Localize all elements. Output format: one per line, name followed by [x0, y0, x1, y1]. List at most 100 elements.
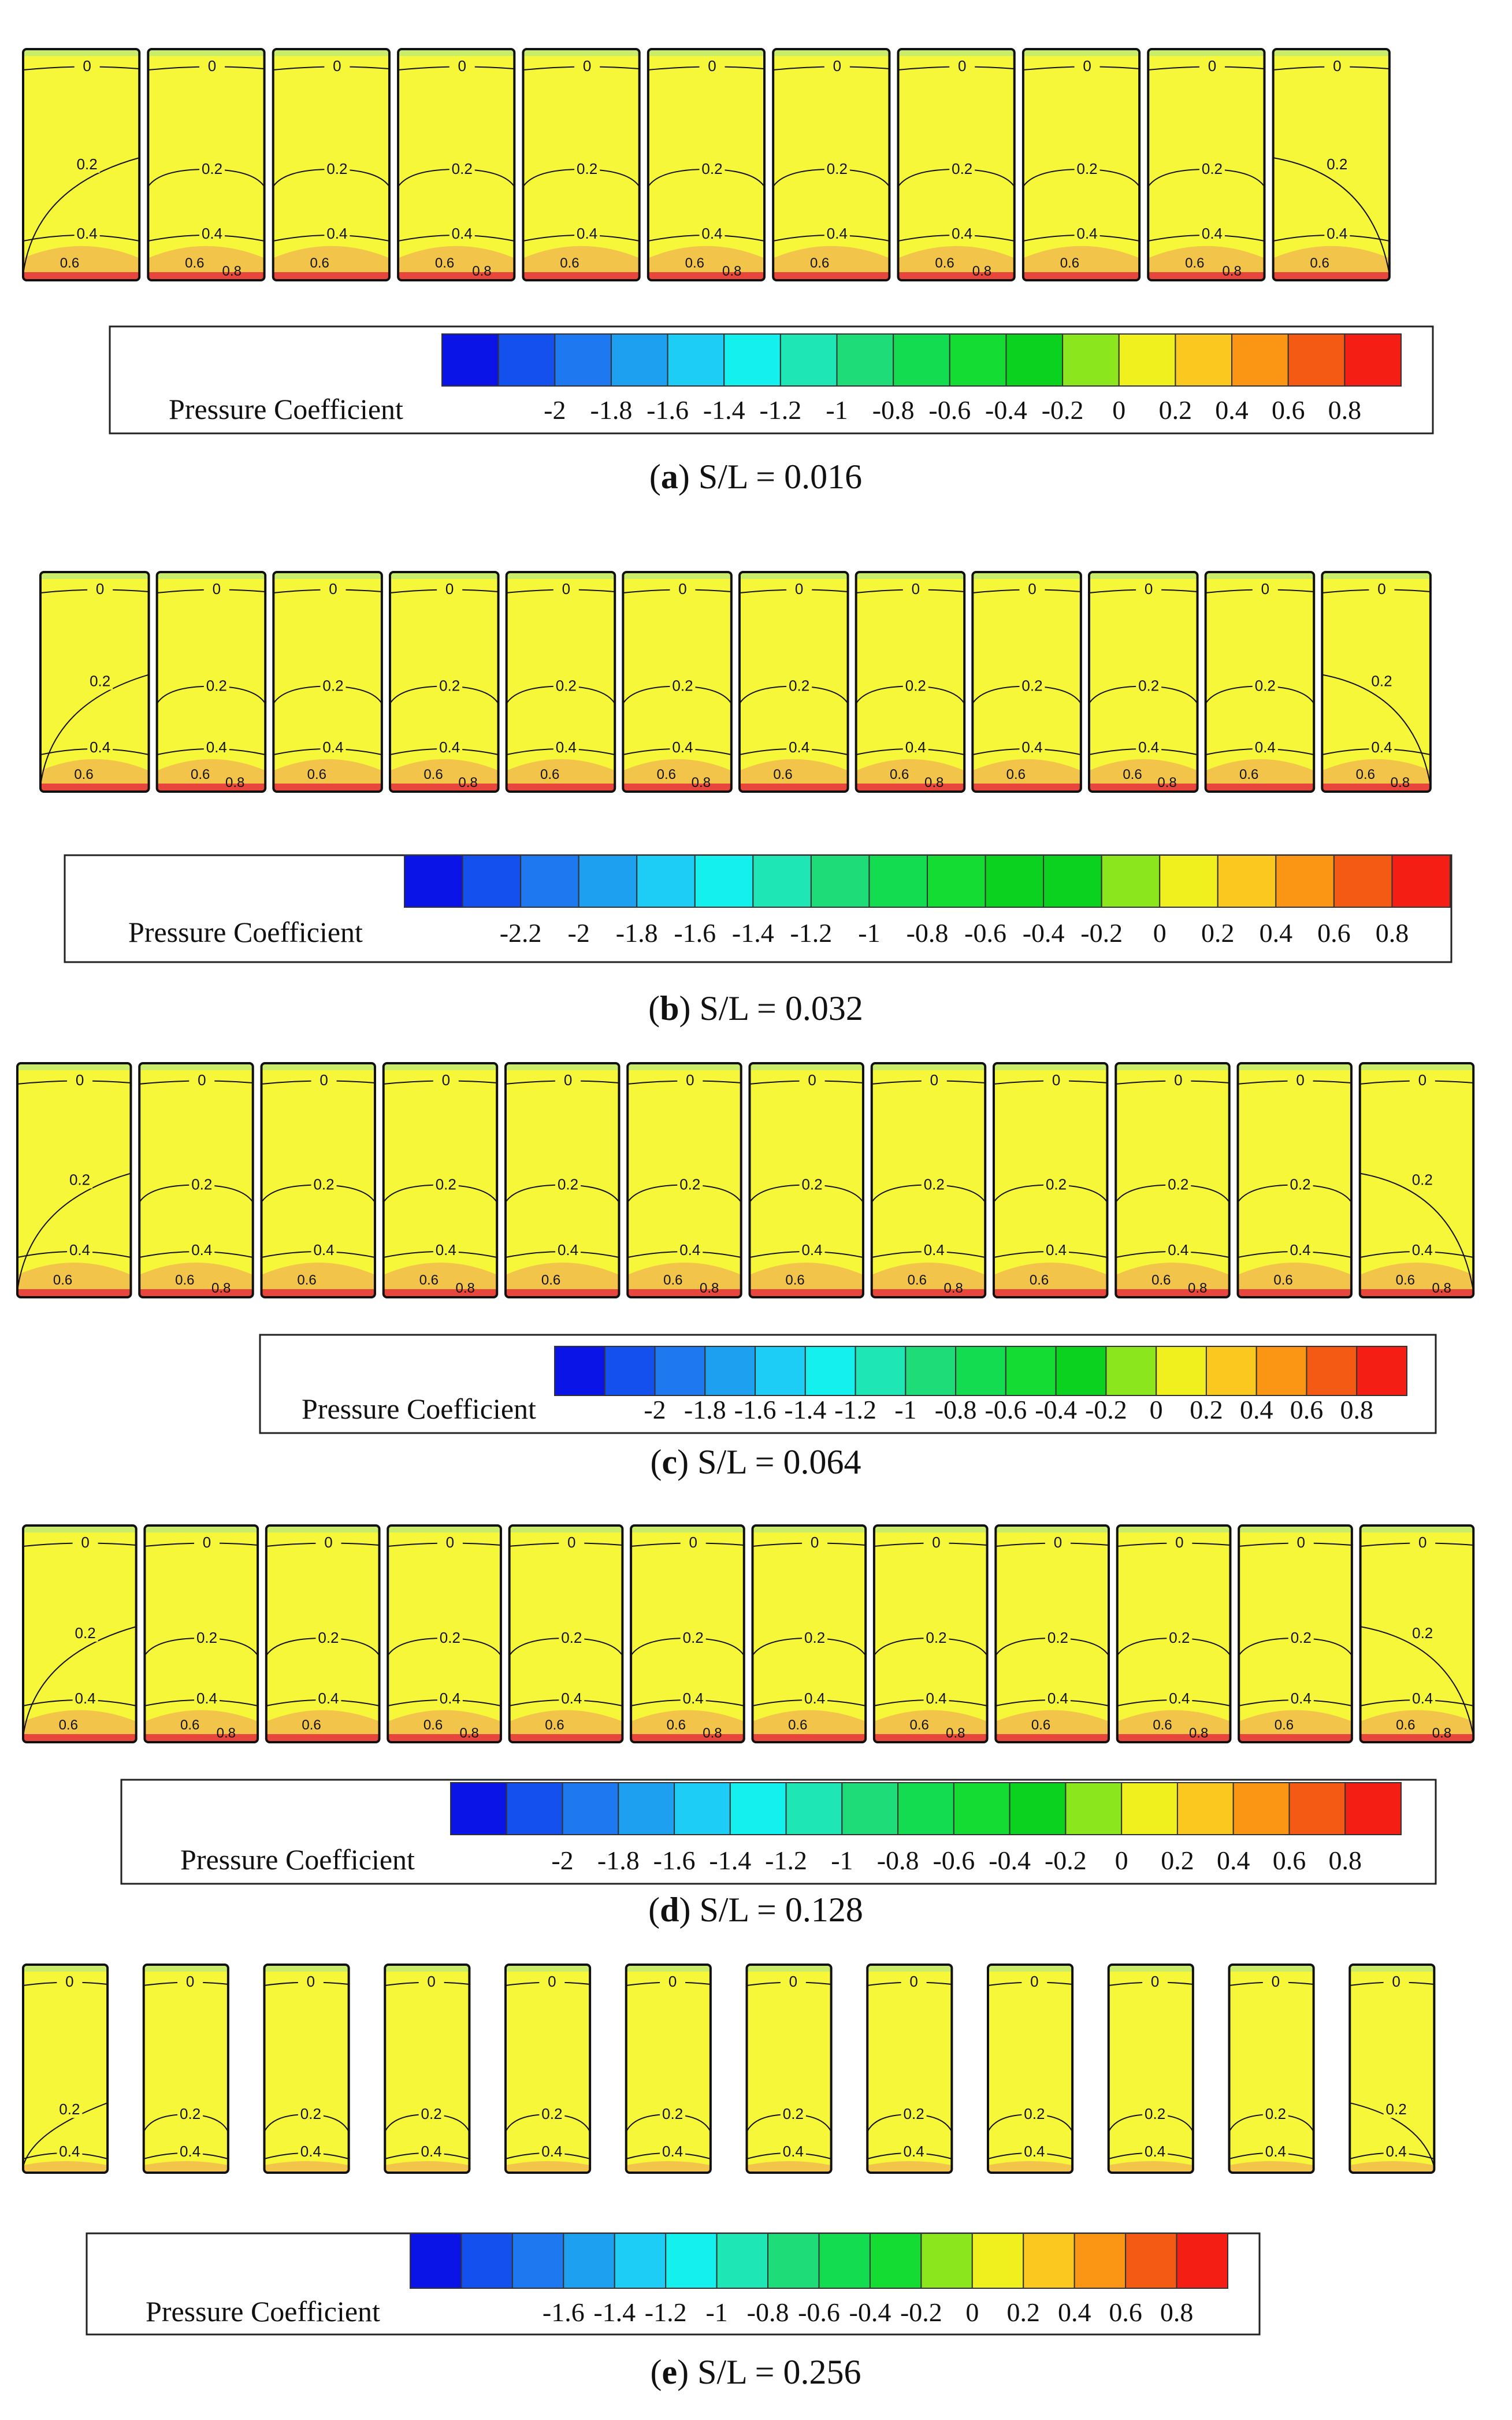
- contour-label: 0.6: [1275, 1717, 1294, 1733]
- colorbar-swatch: [810, 855, 870, 908]
- caption-paren-open: (: [649, 458, 661, 496]
- colorbar-swatch: [818, 2233, 871, 2289]
- colorbar-tick-label: 0.8: [1340, 1395, 1373, 1424]
- contour-label: 0.8: [459, 1725, 478, 1741]
- colorbar-swatch: [462, 855, 522, 908]
- colorbar-swatch: [841, 1782, 899, 1835]
- colorbar-tick-label: 0: [1112, 395, 1125, 425]
- colorbar-tick-label: -0.8: [872, 395, 915, 425]
- colorbar-swatch: [785, 1782, 843, 1835]
- pressure-cell: 0 0.2 0.4 0.6: [1021, 48, 1141, 281]
- contour-label: 0.4: [90, 738, 110, 756]
- colorbar-swatch: [618, 1782, 675, 1835]
- colorbar-title: Pressure Coefficient: [180, 1843, 415, 1876]
- contour-label: 0.4: [827, 225, 848, 242]
- colorbar-swatch: [1009, 1782, 1067, 1835]
- contour-label: 0.6: [423, 1717, 443, 1733]
- pressure-cell: 0 0.2 0.4: [987, 1964, 1074, 2174]
- colorbar-swatch: [1287, 333, 1346, 387]
- contour-label: 0.4: [180, 2143, 200, 2160]
- caption-text: S/L = 0.016: [699, 458, 862, 496]
- contour-label: 0.6: [59, 1717, 78, 1733]
- caption-paren-close: ): [677, 2353, 697, 2391]
- contour-label: 0.4: [440, 1690, 460, 1707]
- contour-label: 0: [1377, 580, 1385, 597]
- colorbar-tick-label: -0.2: [1045, 1846, 1087, 1875]
- colorbar-tick-label: 0.6: [1273, 1846, 1306, 1875]
- pressure-cell: 0 0.2 0.4 0.6 0.8: [1358, 1062, 1475, 1298]
- contour-label: 0.4: [672, 738, 693, 756]
- contour-label: 0: [686, 1071, 694, 1089]
- colorbar-title: Pressure Coefficient: [302, 1393, 536, 1425]
- contour-label: 0.4: [436, 1241, 456, 1259]
- colorbar-tick-label: 0.2: [1007, 2297, 1041, 2327]
- colorbar-tick-label: -1.2: [759, 395, 801, 425]
- pressure-cell: 0 0.2 0.4 0.6 0.8: [138, 1062, 254, 1298]
- colorbar-swatch: [1005, 1346, 1057, 1396]
- contour-label: 0.2: [1327, 155, 1347, 173]
- contour-label: 0: [912, 580, 920, 597]
- contour-label: 0.4: [789, 738, 809, 756]
- colorbar-tick-label: 0.6: [1109, 2297, 1142, 2327]
- colorbar-tick-label: 0: [1150, 1395, 1163, 1424]
- contour-label: 0: [808, 1071, 816, 1089]
- contour-label: 0: [1392, 1973, 1400, 1990]
- colorbar-swatch: [855, 1346, 907, 1396]
- contour-label: 0.4: [556, 738, 577, 756]
- colorbar: Pressure Coefficient -2 -1.8 -1.6 -1.4 -1.2 -1…: [109, 325, 1434, 435]
- colorbar-tick-label: 0.4: [1058, 2297, 1091, 2327]
- contour-label: 0.2: [1291, 1629, 1312, 1646]
- contour-label: 0.2: [1168, 1176, 1188, 1193]
- colorbar-tick-label: 0: [965, 2297, 979, 2327]
- contour-label: 0.4: [202, 225, 222, 242]
- contour-label: 0.6: [1060, 255, 1079, 271]
- colorbar-title: Pressure Coefficient: [146, 2295, 380, 2328]
- colorbar-swatch: [1288, 1782, 1346, 1835]
- pressure-cell: 0 0.2 0.4: [1228, 1964, 1315, 2174]
- contour-label: 0.4: [1265, 2143, 1286, 2160]
- contour-label: 0: [1030, 1973, 1038, 1990]
- colorbar-swatch: [1232, 1782, 1290, 1835]
- contour-label: 0: [320, 1071, 328, 1089]
- contour-label: 0: [1054, 1534, 1062, 1551]
- colorbar-swatch: [667, 333, 725, 387]
- colorbar-tick-label: 0.4: [1260, 918, 1293, 948]
- contour-label: 0.8: [1432, 1725, 1451, 1741]
- contour-label: 0.4: [662, 2143, 683, 2160]
- contour-label: 0: [65, 1973, 73, 1990]
- colorbar-swatch: [562, 1782, 619, 1835]
- colorbar-tick-label: -0.4: [989, 1846, 1031, 1875]
- colorbar-swatch: [441, 333, 499, 387]
- caption-paren-open: (: [651, 1443, 662, 1481]
- colorbar-tick-label: -1.8: [597, 1846, 640, 1875]
- panel-caption: (b) S/L = 0.032: [648, 989, 863, 1027]
- contour-label: 0: [96, 580, 104, 597]
- contour-label: 0.4: [952, 225, 972, 242]
- contour-label: 0.2: [926, 1629, 946, 1646]
- contour-label: 0.6: [685, 255, 704, 271]
- pressure-cell: 0 0.2 0.4 0.6: [1238, 1524, 1353, 1743]
- colorbar-swatch: [1159, 855, 1218, 908]
- contour-label: 0.4: [1327, 225, 1347, 242]
- colorbar-tick-label: -2: [544, 395, 566, 425]
- colorbar-swatch: [450, 1782, 507, 1835]
- caption-text: S/L = 0.032: [700, 989, 863, 1027]
- colorbar-swatch: [1275, 855, 1335, 908]
- contour-label: 0.4: [1202, 225, 1223, 242]
- colorbar-tick-label: 0: [1153, 918, 1166, 948]
- contour-label: 0.2: [827, 160, 848, 177]
- colorbar-swatch: [1306, 1346, 1358, 1396]
- contour-label: 0.8: [944, 1280, 963, 1296]
- pressure-cell: 0 0.2 0.4 0.6 0.8: [147, 48, 266, 281]
- contour-label: 0.2: [1386, 2100, 1407, 2118]
- colorbar-tick-label: 0.6: [1272, 395, 1305, 425]
- colorbar-swatch: [1073, 2233, 1127, 2289]
- colorbar-tick-label: 0.2: [1159, 395, 1192, 425]
- pressure-cell: 0 0.2 0.4 0.6: [772, 48, 891, 281]
- colorbar-swatch: [511, 2233, 564, 2289]
- contour-label: 0.8: [722, 263, 741, 279]
- colorbar-swatch: [665, 2233, 718, 2289]
- colorbar-swatch: [704, 1346, 756, 1396]
- colorbar-tick-label: -1: [826, 395, 848, 425]
- colorbar-tick-label: -1.6: [543, 2297, 585, 2327]
